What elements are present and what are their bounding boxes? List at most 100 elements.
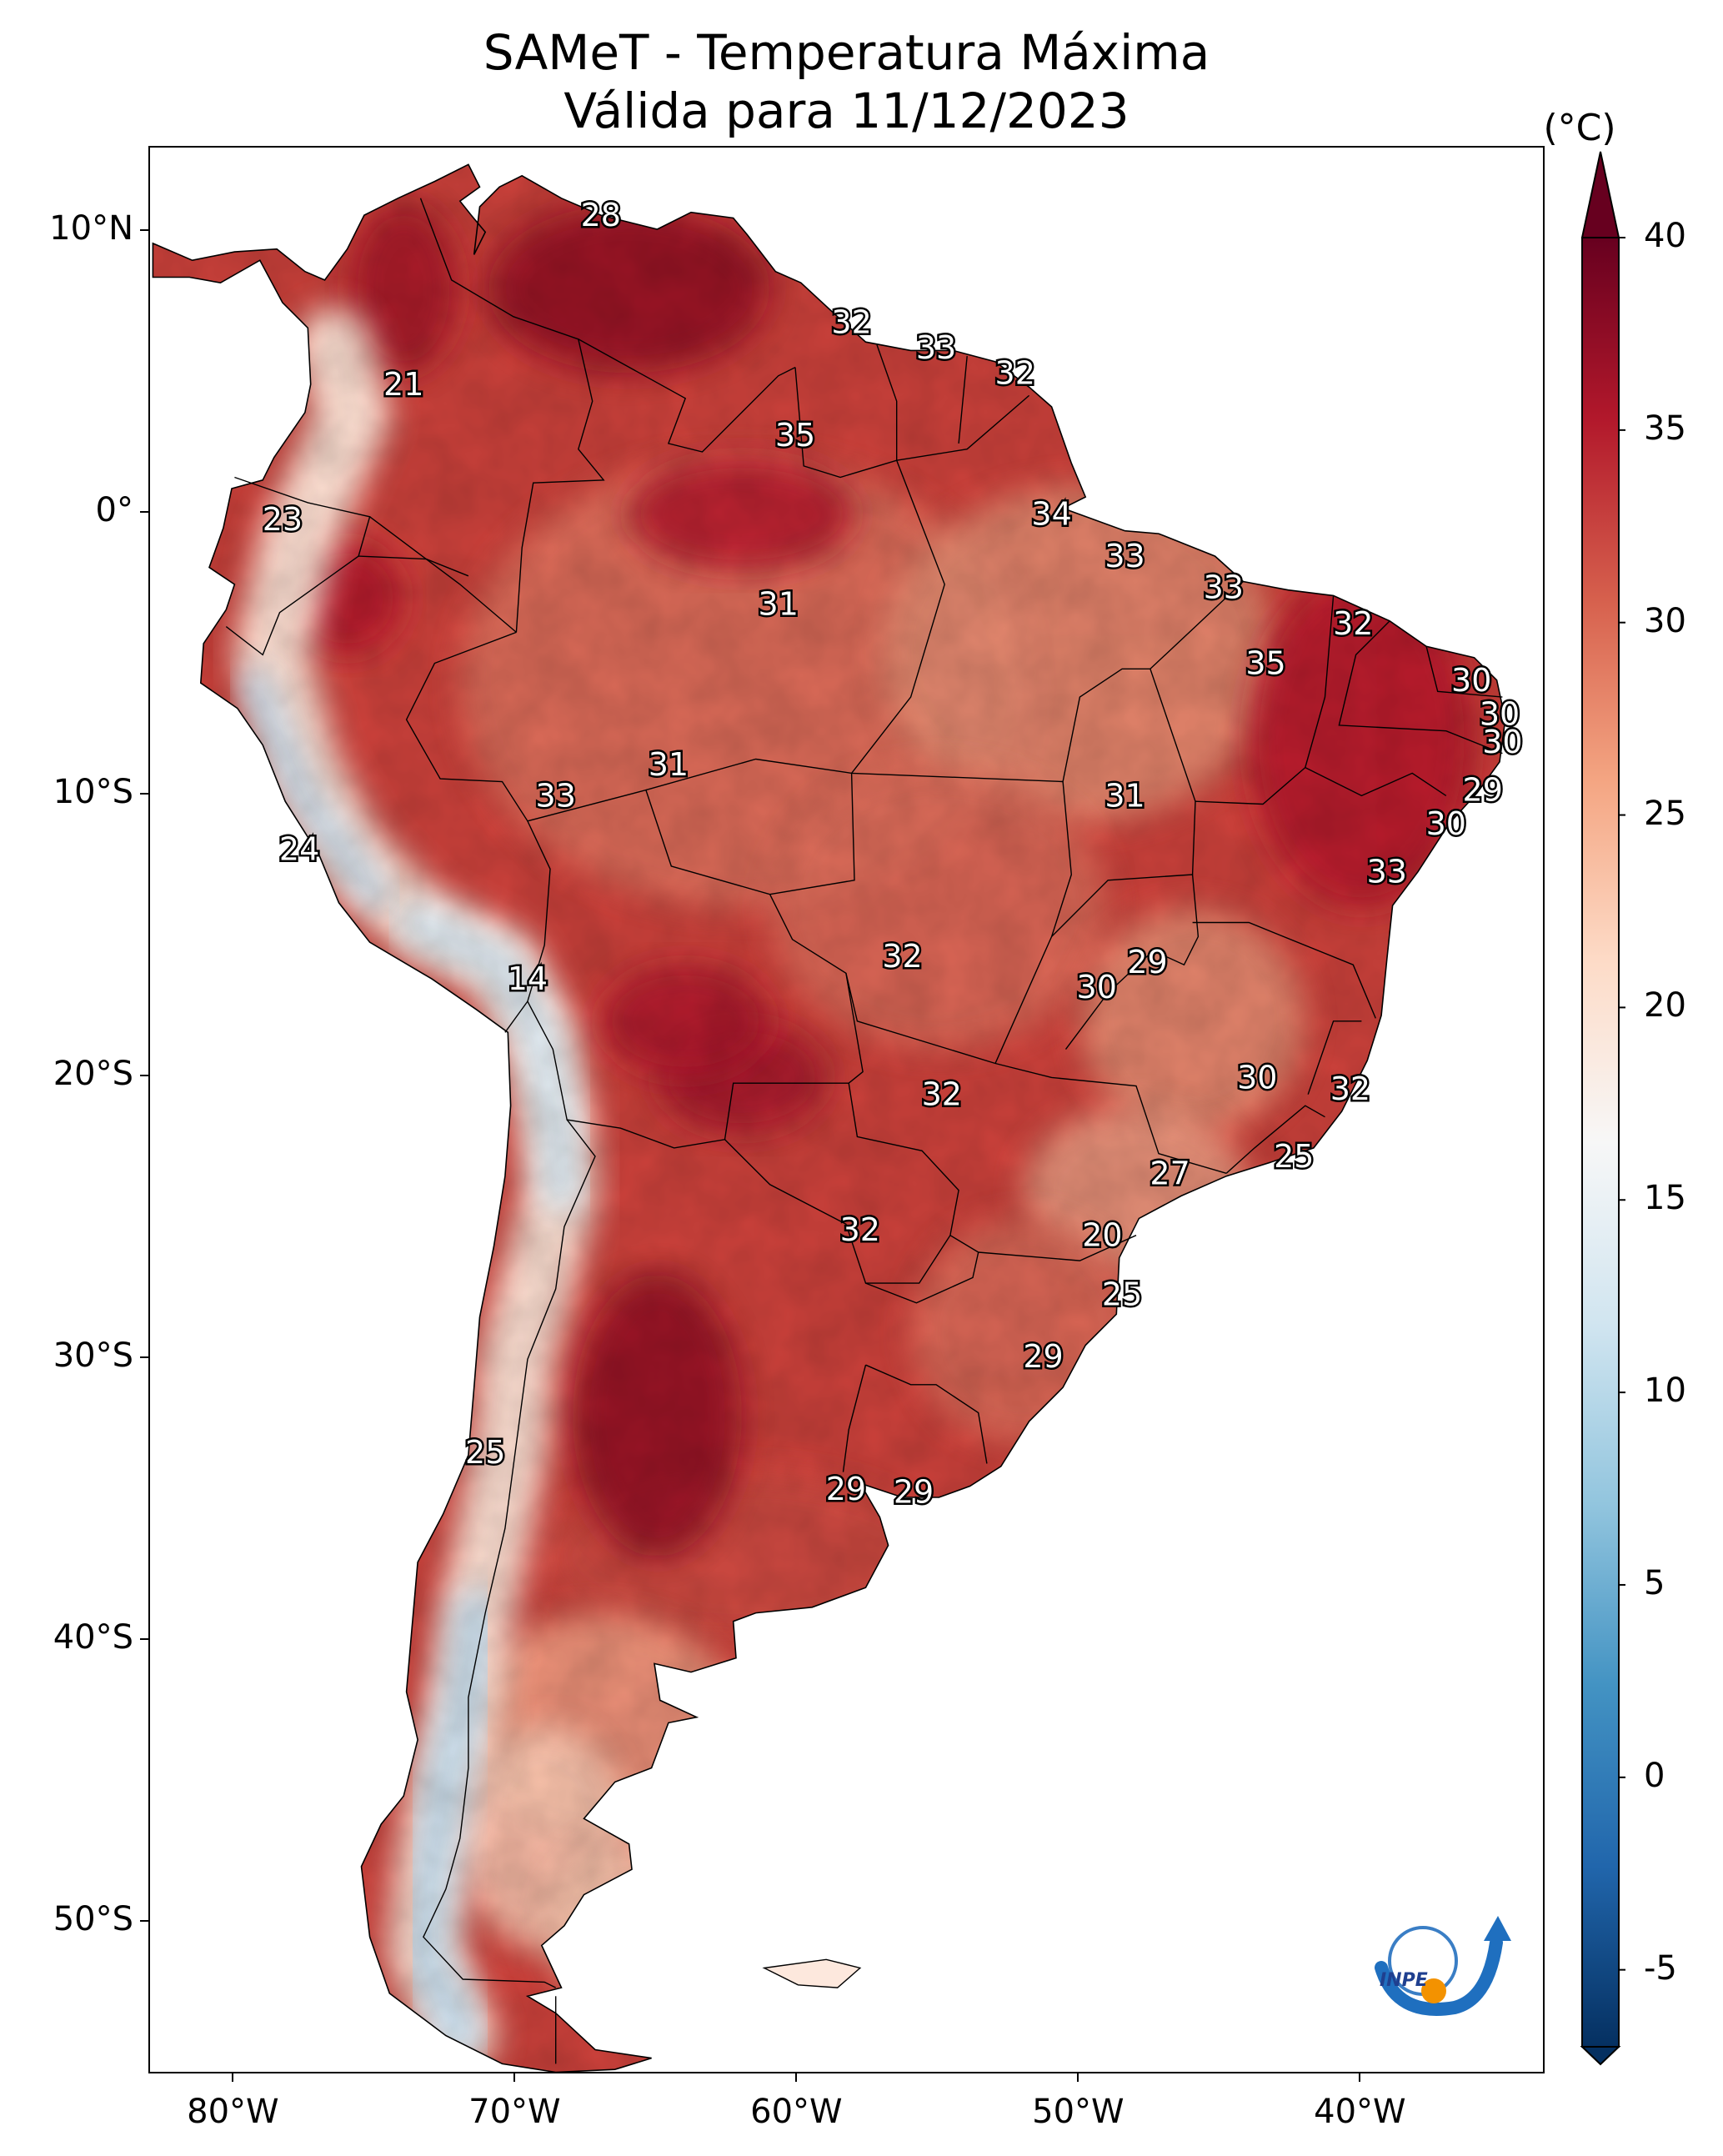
latitude-tick [140, 511, 148, 514]
latitude-tick-label: 10°N [49, 209, 133, 248]
country-border [769, 773, 855, 895]
country-borders [152, 163, 1506, 2072]
temperature-label: 30 [1237, 1059, 1277, 1096]
texture-overlay [153, 164, 1505, 2072]
colorbar-tick-label: 5 [1644, 1563, 1665, 1602]
temperature-label: 28 [581, 197, 621, 233]
inpe-logo-icon: INPE [1375, 1916, 1511, 2016]
country-border [845, 973, 996, 1065]
temperature-label: 31 [1104, 777, 1144, 814]
temperature-label: 29 [1023, 1338, 1063, 1375]
country-border [1050, 668, 1196, 937]
longitude-tick-label: 80°W [187, 2093, 279, 2131]
longitude-tick [1359, 2073, 1361, 2082]
colorbar-tick-label: 0 [1644, 1756, 1665, 1795]
colorbar-tick-label: 25 [1644, 794, 1686, 833]
temperature-label: 30 [1482, 724, 1522, 760]
temperature-label: 20 [1082, 1217, 1122, 1254]
country-border [1307, 1020, 1362, 1095]
country-border [369, 516, 517, 633]
longitude-tick [513, 2073, 516, 2082]
country-border [1338, 620, 1503, 755]
temperature-label: 30 [1451, 662, 1491, 699]
falkland-islands [762, 1958, 862, 1988]
colorbar-min-extend [1580, 2046, 1621, 2066]
latitude-tick-label: 50°S [53, 1900, 133, 1939]
colorbar-gradient [1581, 237, 1620, 2048]
temperature-label: 35 [1245, 645, 1285, 682]
latitude-tick [140, 1638, 148, 1641]
country-border [423, 1119, 596, 1988]
temperature-label: 31 [649, 746, 689, 783]
colorbar-tick-label: 10 [1644, 1371, 1686, 1411]
latitude-tick-label: 40°S [53, 1618, 133, 1657]
temperature-label: 33 [1367, 854, 1407, 890]
temperature-label: 31 [759, 586, 799, 623]
temperature-label: 35 [775, 417, 815, 454]
country-border [958, 356, 968, 444]
temperature-label: 33 [1204, 569, 1244, 605]
country-border [1305, 766, 1447, 797]
temperature-label: 32 [831, 304, 871, 341]
colorbar-tick-label: 35 [1644, 409, 1686, 448]
temperature-label: 25 [1102, 1276, 1142, 1313]
temperature-label: 30 [1426, 805, 1466, 842]
country-border [724, 1083, 959, 1284]
temperature-label: 33 [916, 329, 956, 366]
longitude-tick [795, 2073, 798, 2082]
latitude-tick-label: 30°S [53, 1336, 133, 1376]
temperature-label: 30 [1480, 695, 1520, 732]
colorbar-tick-label: 15 [1644, 1179, 1686, 1218]
colorbar-max-extend [1580, 151, 1620, 238]
temperature-label: 27 [1150, 1155, 1190, 1191]
temperature-label: 29 [1127, 944, 1167, 980]
latitude-tick [140, 229, 148, 232]
latitude-tick [140, 1356, 148, 1359]
temperature-label: 30 [1077, 969, 1117, 1005]
country-border [1150, 580, 1244, 669]
country-border [994, 874, 1200, 1064]
country-border [794, 367, 1030, 479]
temperature-label: 25 [465, 1434, 505, 1471]
temperature-label: 33 [536, 777, 576, 814]
temperature-label: 32 [1333, 605, 1373, 642]
colorbar-tick-label: 30 [1644, 601, 1686, 640]
country-border [1192, 921, 1376, 1019]
country-border [994, 1062, 1227, 1174]
coastline [152, 163, 1506, 2072]
longitude-tick-label: 70°W [468, 2093, 561, 2131]
latitude-tick [140, 1075, 148, 1077]
temperature-label: 25 [1274, 1138, 1314, 1175]
temperature-label: 23 [263, 501, 303, 538]
temperature-label: 32 [995, 354, 1035, 391]
country-border [405, 631, 551, 1033]
latitude-tick-label: 0° [95, 491, 133, 530]
country-border [865, 1364, 988, 1464]
country-border [578, 338, 796, 453]
logo-text: INPE [1380, 1970, 1428, 1991]
longitude-tick-label: 40°W [1314, 2093, 1406, 2131]
longitude-tick [1077, 2073, 1079, 2082]
temperature-label: 32 [1330, 1070, 1370, 1107]
map-frame: 28 21 32 33 32 35 23 34 33 33 31 32 35 30 30 30 31 33 31 29… [148, 146, 1545, 2073]
country-border [851, 459, 945, 774]
temperature-label: 32 [840, 1211, 880, 1248]
title-line-1: SAMeT - Temperatura Máxima [483, 24, 1210, 81]
temperature-label: 21 [383, 366, 423, 403]
longitude-tick [232, 2073, 234, 2082]
temperature-label: 24 [279, 831, 319, 868]
country-border [645, 758, 1064, 791]
temperature-label: 14 [508, 960, 548, 997]
country-border [1425, 646, 1503, 698]
colorbar-tick-label: 40 [1644, 217, 1686, 255]
country-border [1225, 1105, 1325, 1174]
latitude-tick [140, 793, 148, 795]
temperature-label: 29 [1463, 772, 1503, 809]
country-border [225, 476, 371, 656]
map-title: SAMeT - Temperatura Máxima Válida para 1… [148, 23, 1545, 140]
land-temperature-field [153, 164, 1505, 2072]
country-border [358, 555, 469, 577]
country-border [865, 1235, 979, 1304]
latitude-tick-label: 20°S [53, 1055, 133, 1094]
